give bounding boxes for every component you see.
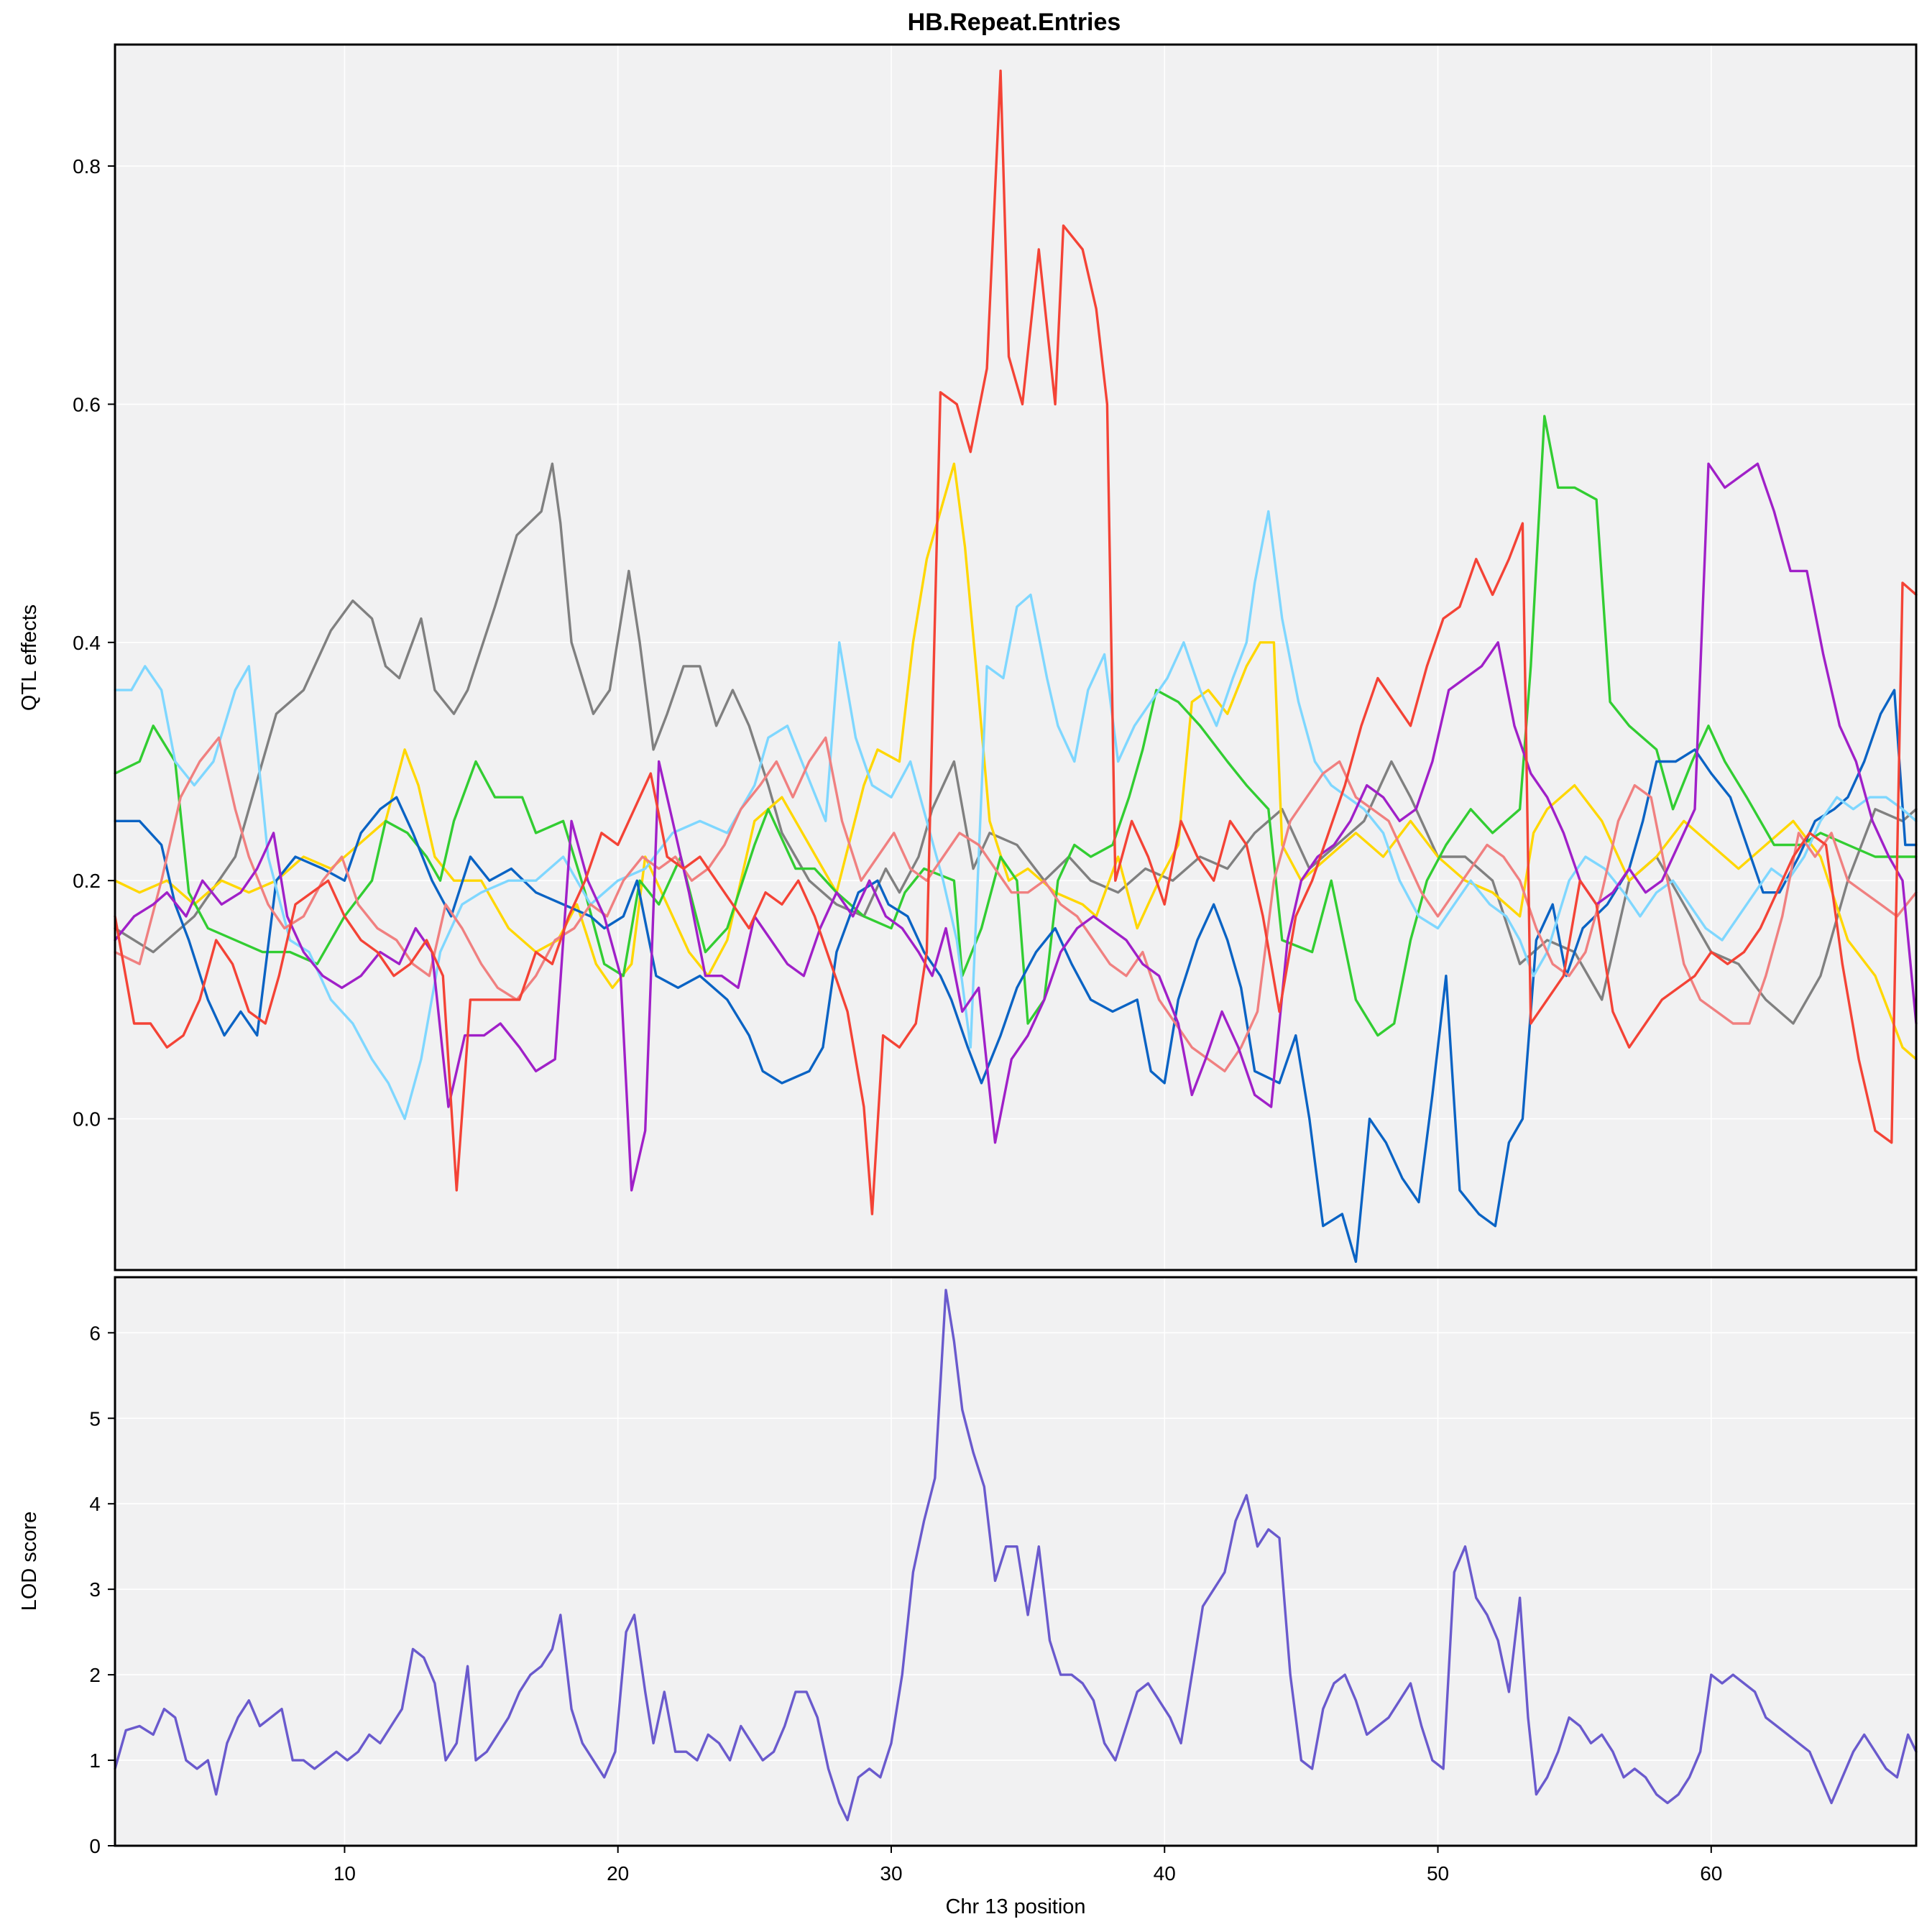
x-tick-label: 60 bbox=[1700, 1862, 1722, 1885]
effects-series-red bbox=[114, 69, 1918, 1215]
effects-series-group bbox=[114, 69, 1918, 1264]
effects-series-green bbox=[114, 415, 1918, 1037]
effects-panel-frame bbox=[114, 43, 1918, 1271]
effects-panel-background bbox=[115, 45, 1916, 1270]
lod-panel-frame bbox=[114, 1276, 1918, 1847]
effects-series-purple bbox=[114, 462, 1918, 1192]
lod-y-tick-label: 6 bbox=[89, 1322, 101, 1344]
lod-y-tick-label: 0 bbox=[89, 1835, 101, 1857]
lod-y-tick-label: 1 bbox=[89, 1749, 101, 1772]
lod-y-tick-label: 5 bbox=[89, 1407, 101, 1430]
lod-y-axis-label: LOD score bbox=[18, 1512, 41, 1611]
effects-y-tick-label: 0.0 bbox=[73, 1108, 101, 1131]
effects-series-salmon bbox=[114, 736, 1918, 1072]
lod-y-tick-label: 4 bbox=[89, 1493, 101, 1515]
lod-grid bbox=[115, 1277, 1916, 1846]
effects-y-tick-label: 0.2 bbox=[73, 870, 101, 892]
lod-panel-background bbox=[115, 1277, 1916, 1846]
x-tick-label: 50 bbox=[1427, 1862, 1449, 1885]
effects-series-lightblue bbox=[114, 510, 1918, 1121]
lod-series-LOD bbox=[114, 1289, 1918, 1821]
effects-y-axis: 0.0 0.2 0.4 0.6 0.8 bbox=[73, 155, 115, 1131]
lod-y-tick-label: 2 bbox=[89, 1664, 101, 1686]
effects-panel: 0.0 0.2 0.4 0.6 0.8 QTL effects bbox=[18, 43, 1918, 1271]
effects-y-tick-label: 0.6 bbox=[73, 393, 101, 415]
effects-y-tick-label: 0.8 bbox=[73, 155, 101, 178]
effects-series-yellow bbox=[114, 462, 1918, 1061]
x-axis-label: Chr 13 position bbox=[945, 1895, 1085, 1918]
x-tick-label: 20 bbox=[607, 1862, 629, 1885]
lod-y-tick-label: 3 bbox=[89, 1578, 101, 1601]
x-tick-label: 30 bbox=[880, 1862, 902, 1885]
lod-panel: 0 1 2 3 4 5 6 LOD score bbox=[18, 1276, 1918, 1857]
lod-series-group bbox=[114, 1289, 1918, 1821]
effects-y-axis-label: QTL effects bbox=[18, 604, 41, 711]
effects-y-tick-label: 0.4 bbox=[73, 632, 101, 654]
effects-grid bbox=[115, 45, 1916, 1270]
chart-title: HB.Repeat.Entries bbox=[908, 9, 1121, 36]
x-tick-label: 40 bbox=[1154, 1862, 1176, 1885]
lod-y-axis: 0 1 2 3 4 5 6 bbox=[89, 1322, 115, 1857]
effects-series-blue bbox=[114, 689, 1918, 1264]
x-axis: 10 20 30 40 50 60 bbox=[334, 1846, 1722, 1885]
x-tick-label: 10 bbox=[334, 1862, 356, 1885]
effects-series-gray bbox=[114, 462, 1918, 1025]
